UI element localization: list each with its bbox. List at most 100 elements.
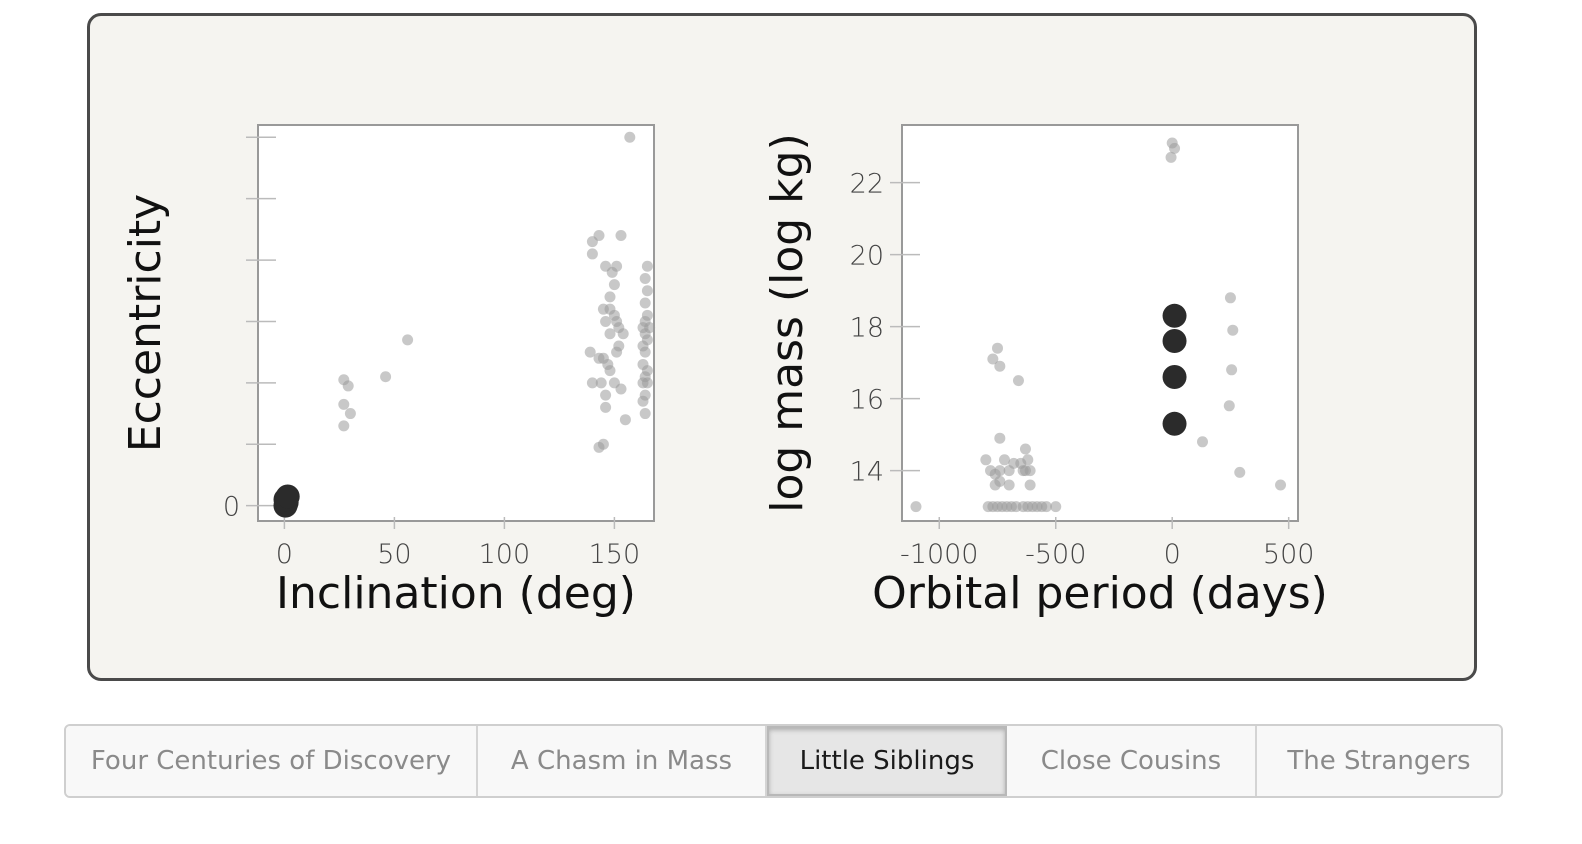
story-tabs: Four Centuries of Discovery A Chasm in M… — [64, 724, 1503, 798]
context-point — [617, 328, 629, 340]
y-axis-title: log mass (log kg) — [762, 133, 813, 513]
tab-little-siblings[interactable]: Little Siblings — [767, 726, 1007, 796]
context-point — [1169, 142, 1181, 154]
y-tick-label: 14 — [850, 457, 884, 488]
context-point — [608, 279, 620, 291]
highlight-point — [275, 484, 300, 509]
context-point — [1196, 436, 1208, 448]
context-point — [593, 352, 605, 364]
context-point — [1226, 364, 1238, 376]
tab-close-cousins[interactable]: Close Cousins — [1007, 726, 1257, 796]
context-point — [342, 380, 354, 392]
highlight-point — [1162, 303, 1187, 328]
x-tick-label: 0 — [1164, 539, 1181, 570]
context-point — [611, 346, 623, 358]
context-point — [639, 272, 651, 284]
context-point — [615, 230, 627, 242]
context-point — [1022, 454, 1034, 466]
context-point — [639, 346, 651, 358]
context-point — [380, 371, 392, 383]
x-tick-label: 150 — [589, 539, 641, 570]
context-point — [994, 465, 1006, 477]
context-point — [608, 309, 620, 321]
context-point — [1223, 400, 1235, 412]
context-point — [1017, 465, 1029, 477]
x-axis-title: Inclination (deg) — [276, 568, 636, 619]
plot-period-mass: 14 16 18 20 22 -1000 -500 0 500 Orbital period … — [762, 124, 1328, 619]
highlight-point — [1162, 365, 1187, 389]
context-point — [1040, 501, 1052, 513]
x-tick-label: 100 — [479, 539, 531, 570]
context-point — [604, 291, 616, 303]
tab-four-centuries[interactable]: Four Centuries of Discovery — [66, 726, 478, 796]
context-point — [1224, 292, 1236, 304]
context-point — [615, 383, 627, 395]
context-point — [992, 342, 1004, 354]
data-points — [910, 137, 1287, 513]
plot-area — [901, 124, 1299, 522]
context-point — [604, 365, 616, 377]
y-tick-label: 20 — [850, 241, 884, 272]
plot-area — [257, 124, 655, 522]
x-tick-label: -1000 — [900, 539, 978, 570]
context-point — [641, 285, 653, 297]
context-point — [595, 377, 607, 389]
context-point — [1012, 375, 1024, 387]
context-point — [910, 501, 922, 513]
y-axis-ticks: 0 — [223, 136, 276, 523]
context-point — [639, 297, 651, 309]
context-point — [1234, 466, 1246, 478]
context-point — [344, 408, 356, 420]
x-tick-label: 50 — [377, 539, 411, 570]
highlight-point — [1162, 329, 1187, 353]
plot-inclination-eccentricity: 0 0 50 100 150 Inclination (deg) Eccentrici… — [120, 124, 656, 619]
y-axis-ticks: 14 16 18 20 22 — [850, 169, 920, 488]
chart-panel: 0 0 50 100 150 Inclination (deg) Eccentrici… — [87, 13, 1477, 681]
context-point — [600, 389, 612, 401]
y-tick-label: 18 — [850, 313, 884, 344]
context-point — [641, 334, 653, 346]
context-point — [1024, 479, 1036, 491]
context-point — [1227, 324, 1239, 336]
context-point — [597, 438, 609, 450]
tab-chasm-in-mass[interactable]: A Chasm in Mass — [478, 726, 767, 796]
y-tick-label: 16 — [850, 385, 884, 416]
x-tick-label: -500 — [1025, 539, 1086, 570]
context-point — [1275, 479, 1287, 491]
data-points — [273, 131, 656, 518]
context-point — [639, 408, 651, 420]
context-point — [619, 414, 631, 426]
x-tick-label: 0 — [276, 539, 293, 570]
context-point — [1019, 443, 1031, 455]
x-axis-ticks: -1000 -500 0 500 — [900, 517, 1314, 570]
context-point — [637, 395, 649, 407]
context-point — [586, 377, 598, 389]
tab-the-strangers[interactable]: The Strangers — [1257, 726, 1501, 796]
x-axis-ticks: 0 50 100 150 — [276, 517, 640, 570]
context-point — [600, 315, 612, 327]
context-point — [1003, 479, 1015, 491]
scatter-plots: 0 0 50 100 150 Inclination (deg) Eccentrici… — [120, 124, 1328, 619]
context-point — [624, 131, 636, 143]
context-point — [980, 454, 992, 466]
context-point — [994, 432, 1006, 444]
context-point — [338, 420, 350, 432]
context-point — [994, 475, 1006, 487]
context-point — [611, 260, 623, 272]
context-point — [586, 248, 598, 260]
context-point — [402, 334, 414, 346]
x-tick-label: 500 — [1263, 539, 1315, 570]
context-point — [641, 260, 653, 272]
context-point — [987, 353, 999, 365]
highlight-point — [1162, 411, 1187, 436]
context-point — [584, 346, 596, 358]
y-axis-title: Eccentricity — [120, 194, 171, 452]
y-tick-label: 0 — [223, 492, 240, 523]
x-axis-title: Orbital period (days) — [872, 568, 1328, 619]
context-point — [338, 398, 350, 410]
context-point — [994, 360, 1006, 372]
context-point — [641, 377, 653, 389]
context-point — [604, 328, 616, 340]
context-point — [586, 236, 598, 248]
context-point — [600, 401, 612, 413]
